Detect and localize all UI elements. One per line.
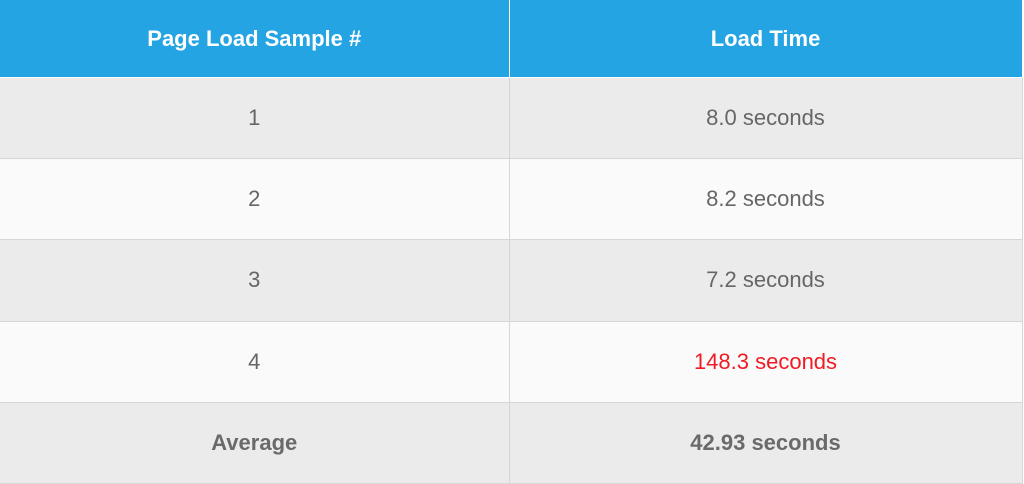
load-time-cell: 8.2 seconds bbox=[508, 158, 1023, 241]
table-row: 2 8.2 seconds bbox=[0, 158, 1023, 241]
table-row: 1 8.0 seconds bbox=[0, 76, 1023, 160]
table-row: 3 7.2 seconds bbox=[0, 239, 1023, 322]
load-time-cell: 7.2 seconds bbox=[508, 239, 1023, 322]
header-page-load-sample: Page Load Sample # bbox=[0, 0, 510, 78]
sample-number-cell: 2 bbox=[0, 158, 510, 241]
load-time-cell-outlier: 148.3 seconds bbox=[508, 320, 1023, 403]
header-row: Page Load Sample # Load Time bbox=[0, 0, 1023, 78]
table-header: Page Load Sample # Load Time bbox=[0, 0, 1023, 78]
average-row: Average 42.93 seconds bbox=[0, 401, 1023, 484]
average-label-cell: Average bbox=[0, 401, 510, 484]
sample-number-cell: 3 bbox=[0, 239, 510, 322]
header-load-time: Load Time bbox=[508, 0, 1023, 78]
sample-number-cell: 4 bbox=[0, 320, 510, 403]
average-time-cell: 42.93 seconds bbox=[508, 401, 1023, 484]
table-body: 1 8.0 seconds 2 8.2 seconds 3 7.2 second… bbox=[0, 76, 1023, 484]
sample-number-cell: 1 bbox=[0, 76, 510, 160]
table-row: 4 148.3 seconds bbox=[0, 320, 1023, 403]
load-time-cell: 8.0 seconds bbox=[508, 76, 1023, 160]
